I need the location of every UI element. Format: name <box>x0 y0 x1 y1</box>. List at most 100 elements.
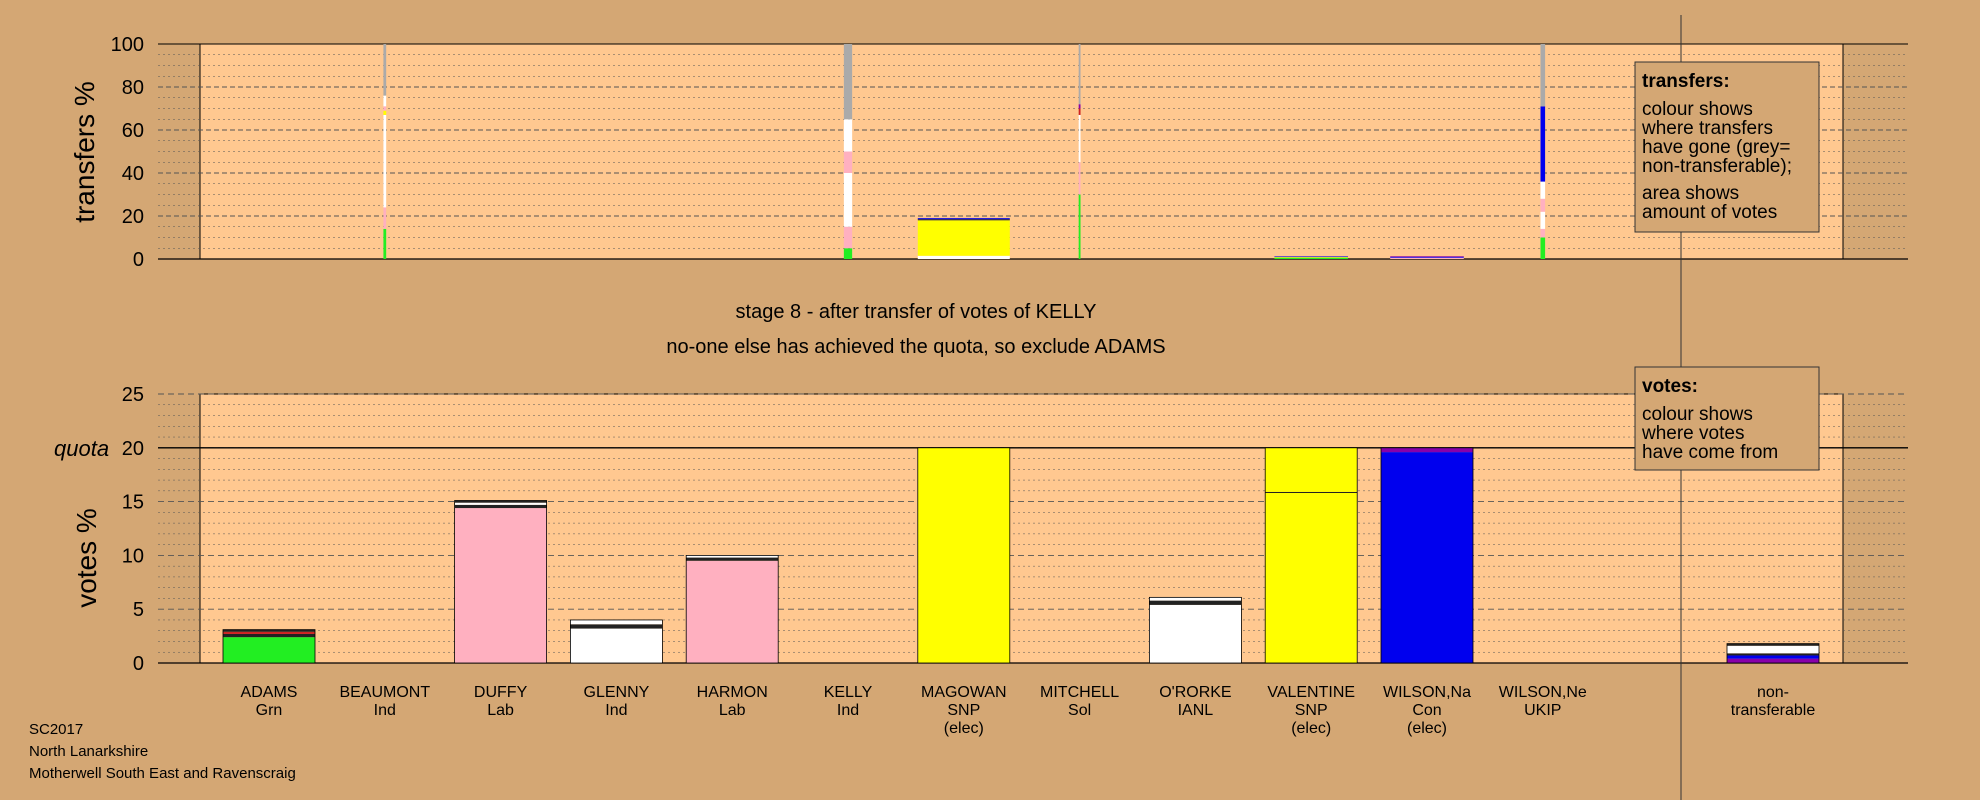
vote-segment <box>454 502 547 505</box>
transfer-segment <box>1078 108 1081 115</box>
vote-segment <box>1381 447 1473 453</box>
vote-bar-outline <box>1149 596 1242 664</box>
transfer-segment <box>1390 256 1464 258</box>
vote-segment <box>1727 643 1819 646</box>
transfer-segment <box>1540 181 1546 199</box>
vote-segment <box>570 628 663 663</box>
transfer-segment <box>1390 256 1464 257</box>
vote-segment <box>686 557 779 561</box>
candidate-label: Lab <box>487 702 514 719</box>
vote-segment <box>1265 447 1358 492</box>
footer-ward: Motherwell South East and Ravenscraig <box>29 765 296 782</box>
vote-segment <box>917 447 1010 663</box>
vote-segment <box>1727 658 1819 663</box>
vote-bar-outline <box>685 555 779 664</box>
vote-bar-outline <box>1726 643 1820 664</box>
vote-bar-outline <box>454 500 548 664</box>
candidate-label: Lab <box>719 702 746 719</box>
candidate-label: Ind <box>374 702 396 719</box>
vote-bar-outline <box>222 629 316 664</box>
transfers-legend-line: area shows <box>1642 183 1739 204</box>
transfer-segment <box>1540 228 1546 238</box>
candidate-label: Con <box>1412 702 1441 719</box>
transfer-segment <box>1078 194 1081 259</box>
transfers-tick-label: 80 <box>122 77 144 99</box>
candidate-label: MITCHELL <box>1040 684 1119 701</box>
transfer-segment <box>1540 237 1546 259</box>
vote-segment <box>1265 491 1358 493</box>
candidate-label: Ind <box>605 702 627 719</box>
transfer-segment <box>917 219 1010 221</box>
transfers-legend-line: non-transferable); <box>1642 156 1792 177</box>
candidate-label: SNP <box>1295 702 1328 719</box>
votes-gridlines <box>158 393 1908 664</box>
transfer-segment <box>843 44 853 120</box>
votes-tick-label: 20 <box>122 438 144 460</box>
vote-bar-outline <box>1380 447 1474 664</box>
candidate-label: HARMON <box>697 684 768 701</box>
transfers-axis-title: transfers % <box>69 81 100 223</box>
transfer-segment <box>917 218 1010 220</box>
transfer-segment <box>1390 257 1464 259</box>
transfer-segment <box>383 114 387 208</box>
candidate-label: UKIP <box>1524 702 1561 719</box>
vote-segment <box>223 637 315 663</box>
votes-bars <box>222 447 1820 664</box>
transfer-segment <box>383 106 387 111</box>
votes-legend-line: colour shows <box>1642 404 1753 425</box>
votes-tick-label: 5 <box>133 599 144 621</box>
candidate-label: VALENTINE <box>1267 684 1355 701</box>
vote-segment <box>1149 597 1242 601</box>
votes-tick-label: 15 <box>122 492 144 514</box>
vote-segment <box>686 560 779 663</box>
vote-segment <box>1727 645 1819 654</box>
vote-segment <box>454 504 547 509</box>
candidate-labels: ADAMSGrnBEAUMONTIndDUFFYLabGLENNYIndHARM… <box>241 684 1816 737</box>
vote-bar-outline <box>570 619 663 664</box>
candidate-label: (elec) <box>944 720 984 737</box>
transfer-segment <box>1274 257 1348 258</box>
transfers-tick-label: 60 <box>122 120 144 142</box>
votes-y-ticks: 0 5 10 15 20 25 <box>122 384 144 675</box>
votes-tick-label: 0 <box>133 653 144 675</box>
vote-segment <box>1727 653 1819 656</box>
candidate-label: SNP <box>947 702 980 719</box>
transfer-segment <box>843 226 853 249</box>
candidate-label: WILSON,Ne <box>1499 684 1587 701</box>
candidate-label: (elec) <box>1407 720 1447 737</box>
votes-tick-label: 10 <box>122 545 144 567</box>
transfers-tick-label: 20 <box>122 206 144 228</box>
transfer-segment <box>1274 256 1348 258</box>
transfer-segment <box>843 248 853 259</box>
transfer-segment <box>843 119 853 152</box>
transfer-segment <box>383 110 387 115</box>
vote-bar-outline <box>1264 447 1358 664</box>
transfer-segment <box>1540 106 1546 182</box>
transfers-tick-label: 0 <box>133 249 144 271</box>
transfers-gridlines <box>158 43 1908 260</box>
vote-segment <box>1149 604 1242 663</box>
votes-plot-area <box>199 393 1844 664</box>
votes-tick-label: 25 <box>122 384 144 406</box>
transfer-segment <box>1078 104 1081 109</box>
vote-segment <box>1381 452 1473 663</box>
transfer-segment <box>383 228 387 259</box>
candidate-label: Sol <box>1068 702 1091 719</box>
votes-legend-line: have come from <box>1642 442 1778 463</box>
transfer-segment <box>1274 257 1348 259</box>
vote-segment <box>1149 600 1242 605</box>
vote-segment <box>223 629 315 632</box>
candidate-label: (elec) <box>1291 720 1331 737</box>
votes-legend: votes: colour shows where votes have com… <box>1634 366 1820 471</box>
candidate-label: ADAMS <box>241 684 298 701</box>
transfers-legend-line: where transfers <box>1641 118 1773 139</box>
vote-segment <box>223 633 315 638</box>
transfers-tick-label: 40 <box>122 163 144 185</box>
nontransferable-label: transferable <box>1731 702 1816 719</box>
transfer-segment <box>383 207 387 229</box>
transfer-segment <box>1078 44 1081 105</box>
footer-council: North Lanarkshire <box>29 743 148 760</box>
transfer-segment <box>383 95 387 107</box>
nontransferable-label: non- <box>1757 684 1789 701</box>
